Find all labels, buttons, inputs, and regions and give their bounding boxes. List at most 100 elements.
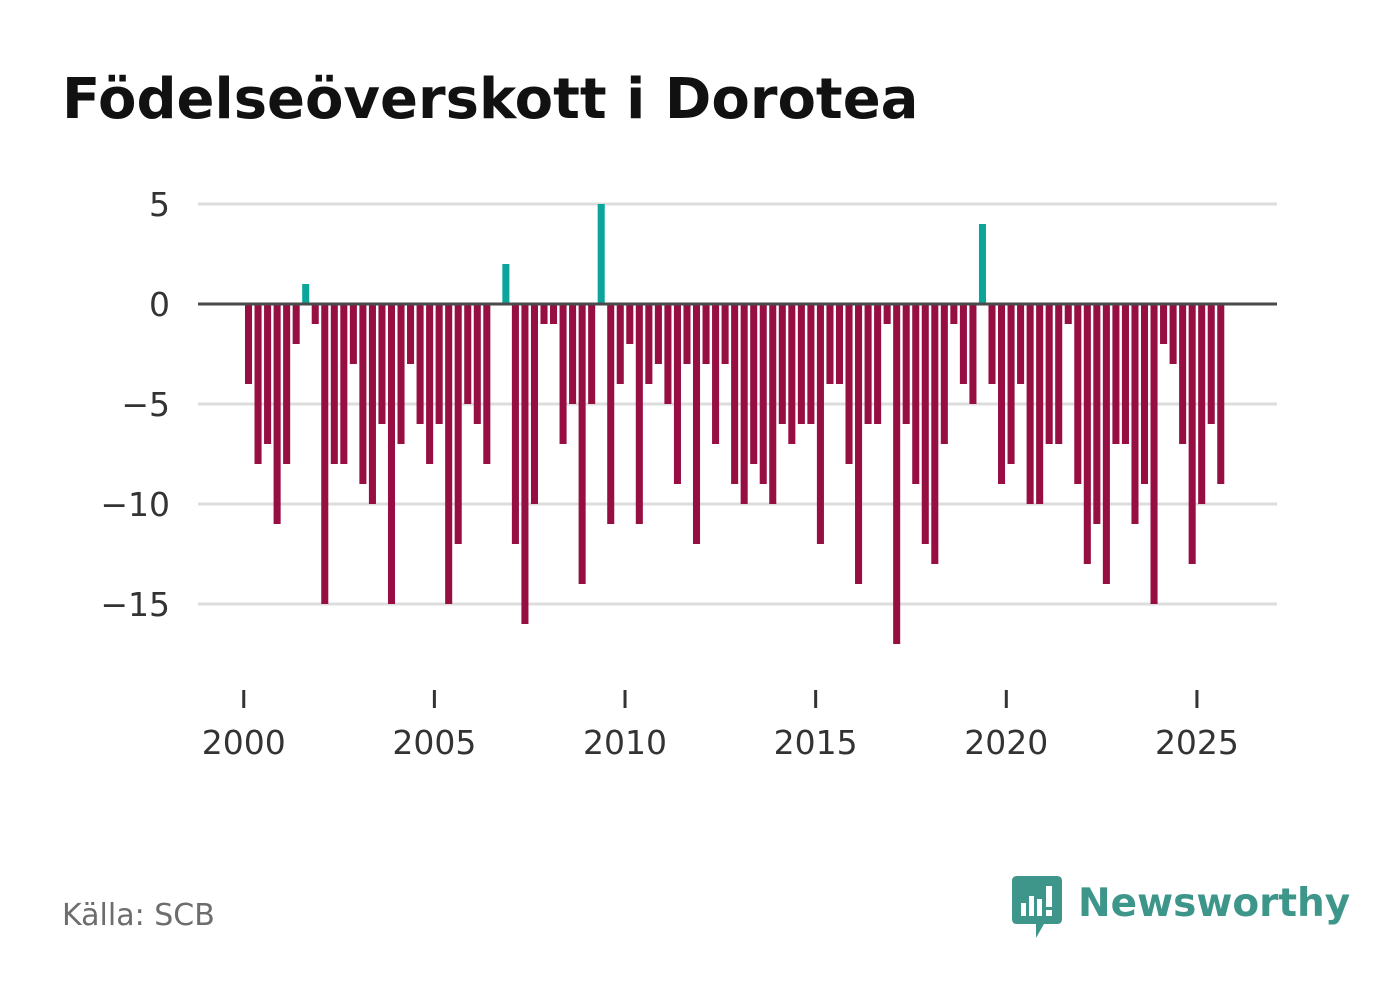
x-tick-label: 2005 bbox=[392, 723, 476, 762]
bar bbox=[1140, 304, 1149, 484]
bar bbox=[1055, 304, 1063, 444]
bar bbox=[1207, 304, 1215, 424]
brand-logo[interactable]: Newsworthy bbox=[1012, 876, 1350, 942]
bar bbox=[874, 304, 882, 424]
bar bbox=[788, 304, 796, 444]
bar bbox=[826, 304, 834, 384]
bar bbox=[521, 304, 529, 624]
bar bbox=[1150, 304, 1158, 604]
bar bbox=[464, 304, 472, 404]
bar bbox=[883, 304, 891, 324]
bar bbox=[1064, 304, 1072, 324]
bar bbox=[302, 284, 310, 304]
bar bbox=[283, 304, 291, 464]
bar bbox=[473, 304, 481, 424]
bar bbox=[835, 304, 844, 384]
bar bbox=[750, 304, 758, 464]
bar bbox=[864, 304, 872, 424]
bar bbox=[931, 304, 939, 564]
bar bbox=[998, 304, 1006, 484]
bar bbox=[654, 304, 662, 364]
bar bbox=[368, 304, 376, 504]
bar bbox=[311, 304, 319, 324]
bar bbox=[292, 304, 300, 344]
bar bbox=[1093, 304, 1101, 524]
bar bbox=[664, 304, 672, 404]
bar bbox=[435, 304, 443, 424]
bar bbox=[855, 304, 863, 584]
bar bbox=[483, 304, 491, 464]
bar bbox=[1198, 304, 1206, 504]
bar bbox=[893, 304, 901, 644]
bar bbox=[940, 304, 948, 444]
bar bbox=[1217, 304, 1225, 484]
chart-title: Födelseöverskott i Dorotea bbox=[62, 67, 919, 132]
bar bbox=[569, 304, 577, 404]
bar bbox=[1045, 304, 1053, 444]
bar bbox=[816, 304, 824, 544]
bar bbox=[1179, 304, 1187, 444]
y-tick-label: −15 bbox=[100, 585, 170, 624]
bar bbox=[731, 304, 739, 484]
bar bbox=[978, 224, 986, 304]
bar bbox=[1160, 304, 1168, 344]
bar bbox=[1188, 304, 1196, 564]
bar bbox=[530, 304, 538, 504]
x-tick-label: 2025 bbox=[1155, 723, 1239, 762]
bar bbox=[950, 304, 958, 324]
newsworthy-logo-icon bbox=[1012, 876, 1062, 938]
bar bbox=[397, 304, 405, 444]
bar bbox=[254, 304, 262, 464]
bar bbox=[759, 304, 767, 484]
bar bbox=[702, 304, 710, 364]
bar bbox=[616, 304, 624, 384]
bar bbox=[712, 304, 720, 444]
bar bbox=[540, 304, 548, 324]
bar bbox=[692, 304, 701, 544]
bar bbox=[1026, 304, 1034, 504]
bar bbox=[778, 304, 786, 424]
bar bbox=[721, 304, 729, 364]
bar bbox=[769, 304, 777, 504]
bar bbox=[416, 304, 424, 424]
bar bbox=[349, 304, 357, 364]
bar bbox=[244, 304, 253, 384]
y-tick-label: −5 bbox=[121, 385, 170, 424]
bar bbox=[273, 304, 281, 524]
bar bbox=[1112, 304, 1120, 444]
brand-name: Newsworthy bbox=[1078, 881, 1351, 926]
bar bbox=[387, 304, 396, 604]
bar bbox=[673, 304, 681, 484]
x-tick-label: 2010 bbox=[583, 723, 667, 762]
bar bbox=[797, 304, 805, 424]
bar bbox=[321, 304, 329, 604]
bar bbox=[912, 304, 920, 484]
bar bbox=[597, 204, 605, 304]
bar bbox=[378, 304, 386, 424]
bar bbox=[635, 304, 643, 524]
x-tick-label: 2000 bbox=[202, 723, 286, 762]
bar bbox=[340, 304, 348, 464]
x-axis: 2000 2005 2010 2015 2020 2025 bbox=[202, 690, 1239, 762]
bar bbox=[1007, 304, 1015, 464]
bar bbox=[921, 304, 929, 544]
y-tick-label: 5 bbox=[149, 185, 170, 224]
bar bbox=[330, 304, 338, 464]
bar bbox=[683, 304, 691, 364]
bar bbox=[1036, 304, 1044, 504]
bar bbox=[1131, 304, 1139, 524]
bar bbox=[1102, 304, 1110, 584]
bar bbox=[454, 304, 462, 544]
bar bbox=[426, 304, 434, 464]
bar bbox=[264, 304, 272, 444]
bar bbox=[740, 304, 748, 504]
bar bbox=[550, 304, 558, 324]
bar bbox=[959, 304, 967, 384]
y-tick-label: −10 bbox=[100, 485, 170, 524]
bar bbox=[1074, 304, 1082, 484]
bar bbox=[1121, 304, 1129, 444]
bar bbox=[645, 304, 653, 384]
bar bbox=[578, 304, 586, 584]
bar bbox=[588, 304, 596, 404]
x-tick-label: 2015 bbox=[774, 723, 858, 762]
